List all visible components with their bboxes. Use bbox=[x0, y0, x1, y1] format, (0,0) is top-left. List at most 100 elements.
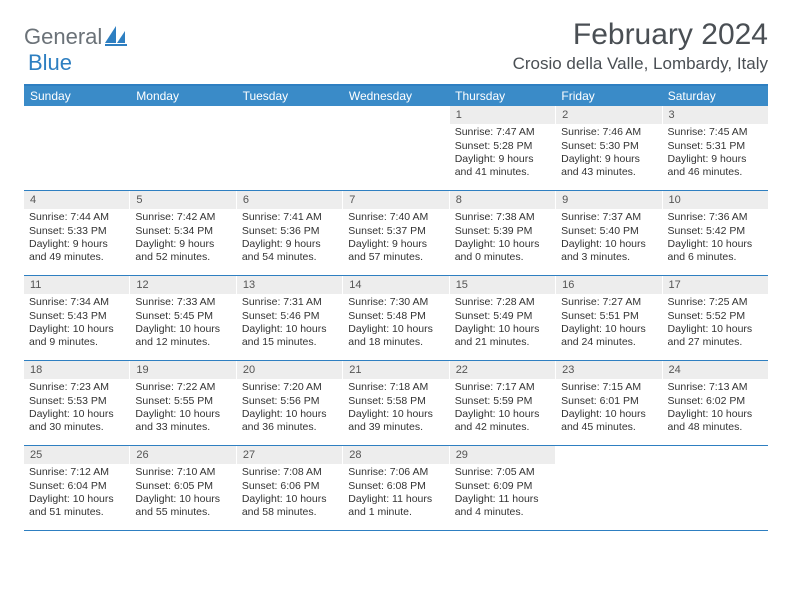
daylight: Daylight: 10 hours and 30 minutes. bbox=[29, 408, 124, 435]
day-number: 9 bbox=[556, 191, 661, 209]
day-number: 11 bbox=[24, 276, 129, 294]
sunset: Sunset: 5:46 PM bbox=[242, 310, 337, 323]
day-body: Sunrise: 7:20 AMSunset: 5:56 PMDaylight:… bbox=[237, 381, 342, 439]
header: General February 2024 Crosio della Valle… bbox=[24, 18, 768, 74]
sunrise: Sunrise: 7:34 AM bbox=[29, 296, 124, 309]
day-cell: 4Sunrise: 7:44 AMSunset: 5:33 PMDaylight… bbox=[24, 191, 130, 275]
sunrise: Sunrise: 7:33 AM bbox=[135, 296, 230, 309]
sunset: Sunset: 6:04 PM bbox=[29, 480, 124, 493]
day-number: 24 bbox=[663, 361, 768, 379]
day-body: Sunrise: 7:18 AMSunset: 5:58 PMDaylight:… bbox=[343, 381, 448, 439]
day-number: 5 bbox=[130, 191, 235, 209]
day-cell: 21Sunrise: 7:18 AMSunset: 5:58 PMDayligh… bbox=[343, 361, 449, 445]
logo-blue-row: Blue bbox=[28, 44, 72, 76]
logo-sail-icon bbox=[105, 26, 127, 51]
daylight: Daylight: 11 hours and 4 minutes. bbox=[455, 493, 550, 520]
month-title: February 2024 bbox=[513, 18, 768, 52]
day-number: 23 bbox=[556, 361, 661, 379]
day-number: 4 bbox=[24, 191, 129, 209]
daylight: Daylight: 10 hours and 15 minutes. bbox=[242, 323, 337, 350]
daylight: Daylight: 10 hours and 48 minutes. bbox=[668, 408, 763, 435]
day-cell bbox=[663, 446, 768, 530]
day-number: 8 bbox=[450, 191, 555, 209]
day-number: 7 bbox=[343, 191, 448, 209]
sunset: Sunset: 5:49 PM bbox=[455, 310, 550, 323]
week-row: 1 Sunrise: 7:47 AMSunset: 5:28 PMDaylight… bbox=[24, 106, 768, 191]
day-cell bbox=[343, 106, 449, 190]
sunset: Sunset: 5:52 PM bbox=[668, 310, 763, 323]
day-cell bbox=[24, 106, 130, 190]
sunrise: Sunrise: 7:18 AM bbox=[348, 381, 443, 394]
day-cell: 20 Sunrise: 7:20 AMSunset: 5:56 PMDayligh… bbox=[237, 361, 343, 445]
day-number: 25 bbox=[24, 446, 129, 464]
day-body: Sunrise: 7:41 AMSunset: 5:36 PMDaylight:… bbox=[237, 211, 342, 269]
day-body: Sunrise: 7:10 AMSunset: 6:05 PMDaylight:… bbox=[130, 466, 235, 524]
sunrise: Sunrise: 7:23 AM bbox=[29, 381, 124, 394]
day-cell: 6 Sunrise: 7:41 AMSunset: 5:36 PMDaylight… bbox=[237, 191, 343, 275]
daylight: Daylight: 11 hours and 1 minute. bbox=[348, 493, 443, 520]
sunrise: Sunrise: 7:37 AM bbox=[561, 211, 656, 224]
day-body: Sunrise: 7:31 AMSunset: 5:46 PMDaylight:… bbox=[237, 296, 342, 354]
sunset: Sunset: 6:08 PM bbox=[348, 480, 443, 493]
day-body: Sunrise: 7:40 AMSunset: 5:37 PMDaylight:… bbox=[343, 211, 448, 269]
sunrise: Sunrise: 7:30 AM bbox=[348, 296, 443, 309]
daylight: Daylight: 10 hours and 36 minutes. bbox=[242, 408, 337, 435]
day-number: 28 bbox=[343, 446, 448, 464]
day-body: Sunrise: 7:33 AMSunset: 5:45 PMDaylight:… bbox=[130, 296, 235, 354]
day-cell: 10Sunrise: 7:36 AMSunset: 5:42 PMDayligh… bbox=[663, 191, 768, 275]
daylight: Daylight: 10 hours and 21 minutes. bbox=[455, 323, 550, 350]
day-cell: 18Sunrise: 7:23 AMSunset: 5:53 PMDayligh… bbox=[24, 361, 130, 445]
day-cell: 14Sunrise: 7:30 AMSunset: 5:48 PMDayligh… bbox=[343, 276, 449, 360]
day-body: Sunrise: 7:05 AMSunset: 6:09 PMDaylight:… bbox=[450, 466, 555, 524]
weekday-sunday: Sunday bbox=[24, 86, 130, 106]
sunset: Sunset: 5:34 PM bbox=[135, 225, 230, 238]
sunset: Sunset: 5:43 PM bbox=[29, 310, 124, 323]
day-body: Sunrise: 7:38 AMSunset: 5:39 PMDaylight:… bbox=[450, 211, 555, 269]
sunrise: Sunrise: 7:41 AM bbox=[242, 211, 337, 224]
calendar: SundayMondayTuesdayWednesdayThursdayFrid… bbox=[24, 84, 768, 531]
day-body: Sunrise: 7:47 AMSunset: 5:28 PMDaylight:… bbox=[450, 126, 555, 184]
day-body: Sunrise: 7:22 AMSunset: 5:55 PMDaylight:… bbox=[130, 381, 235, 439]
day-body: Sunrise: 7:13 AMSunset: 6:02 PMDaylight:… bbox=[663, 381, 768, 439]
sunset: Sunset: 5:36 PM bbox=[242, 225, 337, 238]
daylight: Daylight: 9 hours and 43 minutes. bbox=[561, 153, 656, 180]
sunrise: Sunrise: 7:47 AM bbox=[455, 126, 550, 139]
sunrise: Sunrise: 7:10 AM bbox=[135, 466, 230, 479]
day-body: Sunrise: 7:06 AMSunset: 6:08 PMDaylight:… bbox=[343, 466, 448, 524]
sunrise: Sunrise: 7:31 AM bbox=[242, 296, 337, 309]
day-body: Sunrise: 7:36 AMSunset: 5:42 PMDaylight:… bbox=[663, 211, 768, 269]
sunset: Sunset: 5:31 PM bbox=[668, 140, 763, 153]
daylight: Daylight: 10 hours and 51 minutes. bbox=[29, 493, 124, 520]
day-number: 1 bbox=[450, 106, 555, 124]
week-row: 11Sunrise: 7:34 AMSunset: 5:43 PMDayligh… bbox=[24, 276, 768, 361]
day-cell: 11 Sunrise: 7:34 AMSunset: 5:43 PMDayligh… bbox=[24, 276, 130, 360]
daylight: Daylight: 10 hours and 6 minutes. bbox=[668, 238, 763, 265]
day-body: Sunrise: 7:34 AMSunset: 5:43 PMDaylight:… bbox=[24, 296, 129, 354]
day-cell: 15Sunrise: 7:28 AMSunset: 5:49 PMDayligh… bbox=[450, 276, 556, 360]
day-body: Sunrise: 7:12 AMSunset: 6:04 PMDaylight:… bbox=[24, 466, 129, 524]
day-cell: 17Sunrise: 7:25 AMSunset: 5:52 PMDayligh… bbox=[663, 276, 768, 360]
daylight: Daylight: 10 hours and 58 minutes. bbox=[242, 493, 337, 520]
day-number: 27 bbox=[237, 446, 342, 464]
sunrise: Sunrise: 7:38 AM bbox=[455, 211, 550, 224]
sunset: Sunset: 5:58 PM bbox=[348, 395, 443, 408]
weekday-monday: Monday bbox=[130, 86, 236, 106]
day-cell: 9 Sunrise: 7:37 AMSunset: 5:40 PMDaylight… bbox=[556, 191, 662, 275]
sunset: Sunset: 5:39 PM bbox=[455, 225, 550, 238]
day-cell: 12Sunrise: 7:33 AMSunset: 5:45 PMDayligh… bbox=[130, 276, 236, 360]
sunrise: Sunrise: 7:27 AM bbox=[561, 296, 656, 309]
day-body: Sunrise: 7:37 AMSunset: 5:40 PMDaylight:… bbox=[556, 211, 661, 269]
day-cell: 16Sunrise: 7:27 AMSunset: 5:51 PMDayligh… bbox=[556, 276, 662, 360]
day-number: 29 bbox=[450, 446, 555, 464]
daylight: Daylight: 10 hours and 3 minutes. bbox=[561, 238, 656, 265]
day-body: Sunrise: 7:08 AMSunset: 6:06 PMDaylight:… bbox=[237, 466, 342, 524]
logo-text-blue: Blue bbox=[28, 50, 72, 76]
day-number: 6 bbox=[237, 191, 342, 209]
daylight: Daylight: 10 hours and 0 minutes. bbox=[455, 238, 550, 265]
sunrise: Sunrise: 7:05 AM bbox=[455, 466, 550, 479]
daylight: Daylight: 9 hours and 41 minutes. bbox=[455, 153, 550, 180]
day-number: 20 bbox=[237, 361, 342, 379]
day-number: 2 bbox=[556, 106, 661, 124]
day-number: 19 bbox=[130, 361, 235, 379]
day-cell bbox=[556, 446, 662, 530]
